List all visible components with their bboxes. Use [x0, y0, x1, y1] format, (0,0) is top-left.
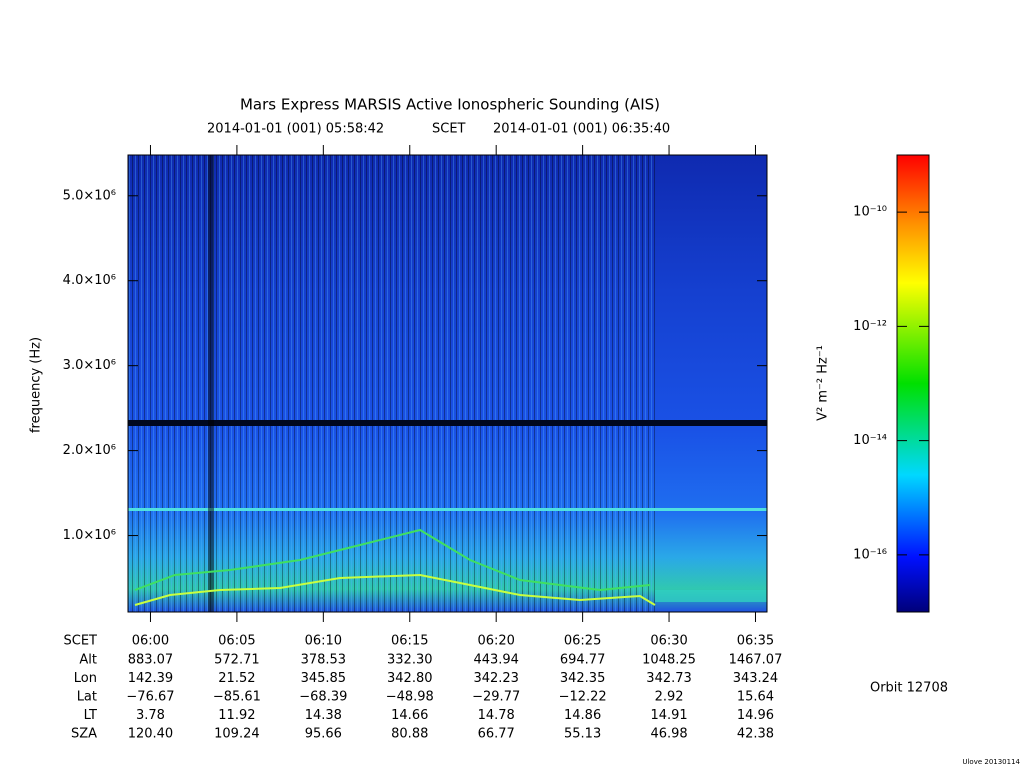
ephemeris-value: 109.24: [214, 727, 260, 742]
ephemeris-value: 572.71: [214, 653, 260, 668]
x-tick-label: 06:05: [218, 634, 255, 649]
colorbar: [896, 154, 930, 613]
ephemeris-value: 14.78: [478, 708, 515, 723]
spectrogram-image: [128, 155, 767, 612]
footer: Ulove 20130114: [962, 758, 1020, 766]
ephemeris-value: 14.86: [564, 708, 601, 723]
ephemeris-value: 2.92: [655, 690, 684, 705]
ephemeris-value: 80.88: [391, 727, 428, 742]
ephemeris-value: 142.39: [128, 671, 174, 686]
x-tick-label: 06:35: [737, 634, 774, 649]
row-label: SCET: [64, 634, 98, 649]
ephemeris-value: 1048.25: [642, 653, 696, 668]
x-tick-label: 06:20: [477, 634, 514, 649]
ephemeris-value: −85.61: [213, 690, 261, 705]
ephemeris-value: 342.73: [646, 671, 692, 686]
row-label: Lat: [77, 690, 97, 705]
time-label: SCET: [432, 122, 466, 137]
ephemeris-value: −48.98: [386, 690, 434, 705]
y-tick-label: 4.0×10⁶: [63, 273, 116, 288]
colorbar-tick-label: 10⁻¹⁴: [853, 433, 887, 448]
x-tick-label: 06:10: [305, 634, 342, 649]
ephemeris-value: −29.77: [472, 690, 520, 705]
ephemeris-value: 1467.07: [729, 653, 783, 668]
x-tick-label: 06:15: [391, 634, 428, 649]
ephemeris-value: 694.77: [560, 653, 606, 668]
start-time: 2014-01-01 (001) 05:58:42: [207, 122, 384, 137]
ephemeris-value: 14.66: [391, 708, 428, 723]
ephemeris-value: 66.77: [478, 727, 515, 742]
ephemeris-value: 21.52: [218, 671, 255, 686]
ephemeris-value: 332.30: [387, 653, 433, 668]
ephemeris-value: 46.98: [650, 727, 687, 742]
colorbar-tick-label: 10⁻¹⁰: [853, 205, 887, 220]
ephemeris-value: 378.53: [301, 653, 347, 668]
ephemeris-value: 120.40: [128, 727, 174, 742]
ephemeris-value: −76.67: [126, 690, 174, 705]
row-label: LT: [84, 708, 97, 723]
plot-frame: [127, 154, 768, 613]
ephemeris-value: 11.92: [218, 708, 255, 723]
end-time: 2014-01-01 (001) 06:35:40: [493, 122, 670, 137]
y-tick-label: 2.0×10⁶: [63, 443, 116, 458]
ephemeris-value: 345.85: [301, 671, 347, 686]
y-tick-label: 3.0×10⁶: [63, 358, 116, 373]
y-tick-label: 1.0×10⁶: [63, 528, 116, 543]
ephemeris-value: 14.96: [737, 708, 774, 723]
ephemeris-value: 55.13: [564, 727, 601, 742]
ephemeris-value: 443.94: [473, 653, 519, 668]
row-label: Alt: [79, 653, 97, 668]
ephemeris-value: 883.07: [128, 653, 174, 668]
colorbar-label: V² m⁻² Hz⁻¹: [816, 345, 831, 421]
ephemeris-value: 15.64: [737, 690, 774, 705]
ephemeris-value: 14.91: [650, 708, 687, 723]
colorbar-tick-label: 10⁻¹⁶: [853, 547, 887, 562]
orbit: Orbit 12708: [870, 681, 948, 696]
colorbar-tick-label: 10⁻¹²: [853, 319, 887, 334]
ephemeris-value: −12.22: [559, 690, 607, 705]
x-tick-label: 06:25: [564, 634, 601, 649]
x-tick-label: 06:00: [132, 634, 169, 649]
ephemeris-value: 342.80: [387, 671, 433, 686]
ephemeris-value: −68.39: [299, 690, 347, 705]
row-label: SZA: [71, 727, 97, 742]
y-tick-label: 5.0×10⁶: [63, 188, 116, 203]
chart-title: Mars Express MARSIS Active Ionospheric S…: [240, 96, 660, 114]
ephemeris-value: 95.66: [305, 727, 342, 742]
ephemeris-value: 14.38: [305, 708, 342, 723]
ephemeris-value: 3.78: [136, 708, 165, 723]
ephemeris-value: 343.24: [733, 671, 779, 686]
ephemeris-value: 342.23: [473, 671, 519, 686]
row-label: Lon: [74, 671, 97, 686]
ephemeris-value: 42.38: [737, 727, 774, 742]
x-tick-label: 06:30: [650, 634, 687, 649]
y-axis-label: frequency (Hz): [29, 337, 44, 433]
ephemeris-value: 342.35: [560, 671, 606, 686]
